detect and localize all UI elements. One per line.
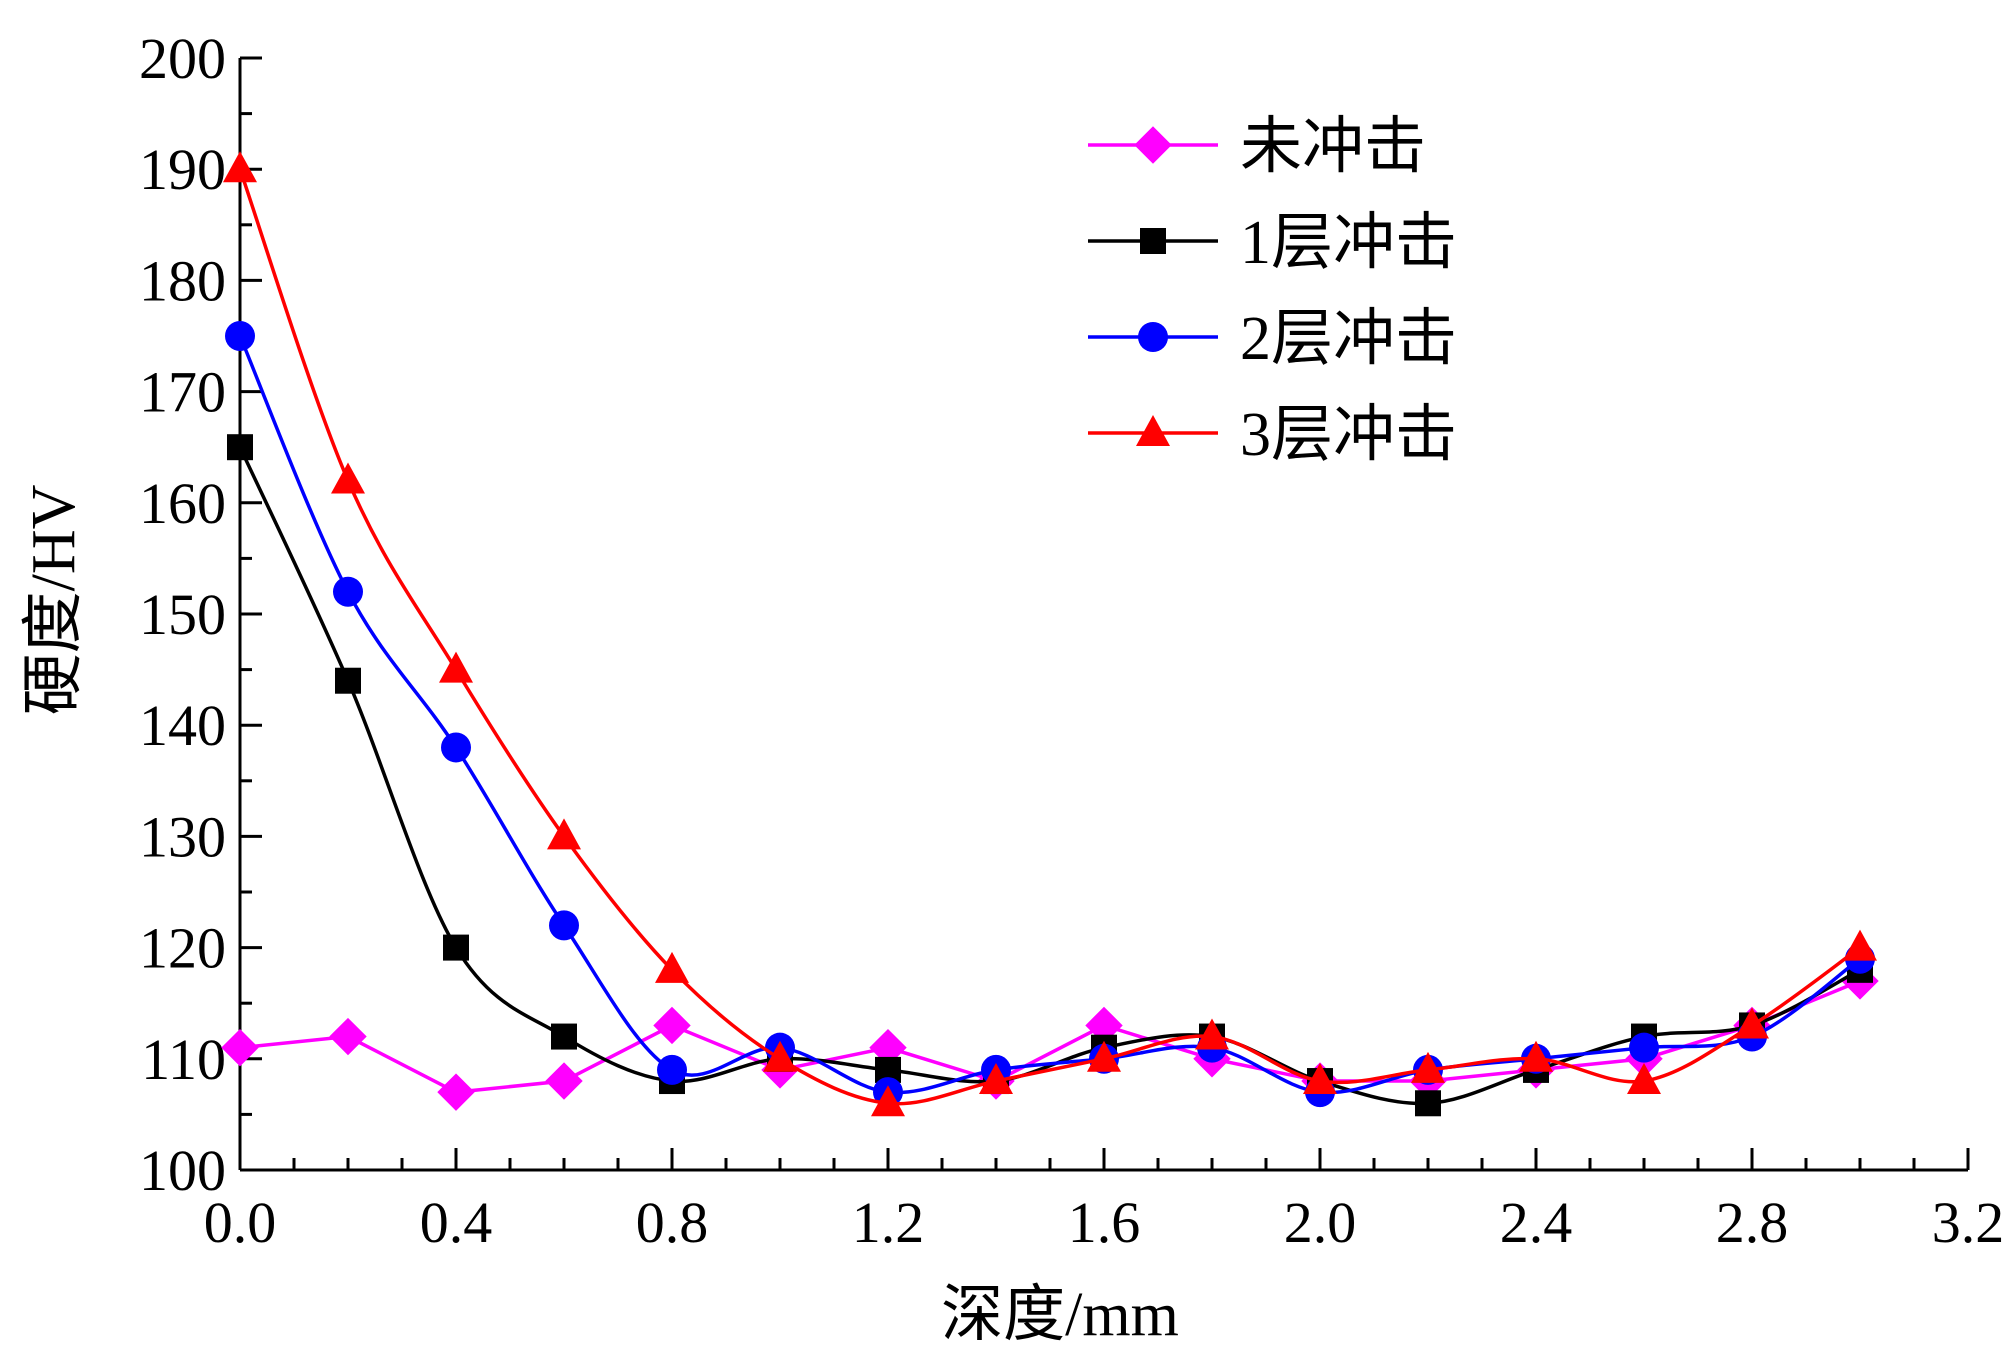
data-point — [227, 434, 253, 461]
data-point — [223, 151, 257, 183]
series-line — [238, 168, 1862, 1106]
data-point — [1087, 1040, 1121, 1072]
legend-marker — [1138, 322, 1168, 352]
data-point — [1195, 1018, 1229, 1050]
legend-label: 1层冲击 — [1240, 209, 1457, 277]
x-tick-label: 2.0 — [1284, 1190, 1357, 1255]
data-point — [1519, 1040, 1553, 1072]
x-tick-label: 2.4 — [1500, 1190, 1573, 1255]
x-tick-label: 1.6 — [1068, 1190, 1141, 1255]
data-point — [551, 1023, 577, 1050]
data-point — [331, 462, 365, 494]
legend-label: 3层冲击 — [1240, 401, 1457, 469]
data-point — [547, 818, 581, 850]
y-tick-label: 120 — [139, 916, 226, 981]
legend-label: 2层冲击 — [1240, 305, 1457, 373]
legend-item: 2层冲击 — [1088, 305, 1457, 373]
x-tick-label: 0.8 — [636, 1190, 709, 1255]
data-point — [1843, 929, 1877, 961]
x-tick-label: 2.8 — [1716, 1190, 1789, 1255]
data-point — [329, 1017, 367, 1056]
data-point — [441, 732, 471, 763]
series-1 — [221, 962, 1879, 1111]
data-point — [653, 1006, 691, 1045]
x-tick-label: 0.4 — [420, 1190, 493, 1255]
legend: 未冲击 1层冲击 2层冲击 3层冲击 — [1088, 113, 1457, 469]
y-tick-label: 140 — [139, 693, 226, 758]
x-axis-title: 深度/mm — [941, 1281, 1179, 1349]
data-point — [439, 651, 473, 683]
x-tick-label: 1.2 — [852, 1190, 925, 1255]
y-tick-label: 110 — [141, 1027, 226, 1092]
data-point — [655, 951, 689, 983]
data-point — [221, 1028, 259, 1067]
series-4 — [223, 151, 1877, 1117]
data-point — [549, 910, 579, 941]
data-point — [1411, 1051, 1445, 1083]
y-tick-label: 150 — [139, 582, 226, 647]
data-point — [545, 1062, 583, 1100]
y-tick-label: 130 — [139, 804, 226, 869]
data-point — [443, 934, 469, 961]
axes: 0.0 0.4 0.8 1.2 1.6 2.0 2.4 2.8 3.2 100 110 120 130 1… — [139, 26, 2002, 1255]
y-axis-title: 硬度/HV — [20, 484, 88, 715]
legend-marker — [1136, 415, 1170, 446]
y-tick-label: 190 — [139, 137, 226, 202]
y-tick-label: 160 — [139, 471, 226, 536]
data-point — [1415, 1090, 1441, 1117]
y-tick-label: 180 — [139, 248, 226, 313]
legend-marker — [1140, 228, 1166, 254]
x-tick-label: 3.2 — [1932, 1190, 2002, 1255]
y-tick-label: 100 — [139, 1138, 226, 1203]
legend-item: 1层冲击 — [1088, 209, 1457, 277]
series-line — [238, 446, 1861, 1106]
data-point — [979, 1063, 1013, 1095]
data-point — [1629, 1032, 1659, 1063]
data-point — [333, 576, 363, 607]
y-tick-label: 170 — [139, 360, 226, 425]
series-line — [239, 979, 1861, 1094]
series-3 — [225, 321, 1875, 1108]
data-point — [225, 321, 255, 351]
data-point — [1735, 1007, 1769, 1039]
data-point — [657, 1054, 687, 1085]
legend-marker — [1134, 126, 1172, 164]
y-tick-label: 200 — [139, 26, 226, 91]
series-layer — [221, 151, 1879, 1117]
data-point — [763, 1040, 797, 1072]
data-point — [335, 667, 361, 694]
legend-item: 未冲击 — [1088, 113, 1426, 181]
data-point — [437, 1073, 475, 1111]
legend-item: 3层冲击 — [1088, 401, 1457, 469]
x-tick-label: 0.0 — [204, 1190, 277, 1255]
legend-label: 未冲击 — [1240, 113, 1426, 181]
data-point — [1303, 1063, 1337, 1095]
data-point — [871, 1085, 905, 1117]
data-point — [1627, 1063, 1661, 1095]
